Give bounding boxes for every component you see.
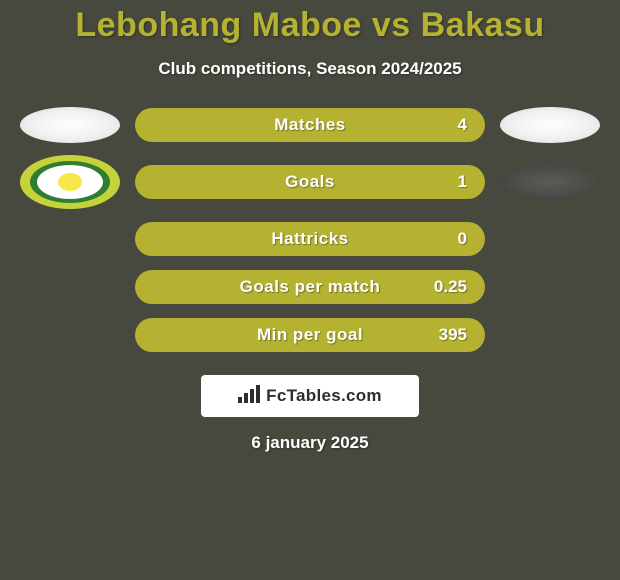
stats-row: Goals 1: [0, 155, 620, 209]
stat-value: 0: [458, 229, 467, 249]
stats-row: Matches 4: [0, 107, 620, 143]
subtitle: Club competitions, Season 2024/2025: [0, 59, 620, 79]
stats-row: Min per goal 395: [0, 317, 620, 353]
badge-spacer: [20, 317, 120, 353]
stats-row: Hattricks 0: [0, 221, 620, 257]
stat-value: 1: [458, 172, 467, 192]
stat-label: Goals: [285, 172, 335, 192]
club-badge-right: [500, 164, 600, 200]
badge-spacer: [500, 317, 600, 353]
player-badge-left: [20, 107, 120, 143]
stat-bar: Goals 1: [135, 165, 485, 199]
stat-label: Matches: [274, 115, 346, 135]
badge-spacer: [20, 221, 120, 257]
stat-bar: Hattricks 0: [135, 222, 485, 256]
stat-bar: Min per goal 395: [135, 318, 485, 352]
stat-label: Goals per match: [240, 277, 381, 297]
bar-chart-icon: [238, 385, 260, 408]
stats-row: Goals per match 0.25: [0, 269, 620, 305]
badge-spacer: [20, 269, 120, 305]
club-badge-dot: [58, 173, 82, 191]
stat-label: Hattricks: [271, 229, 348, 249]
stat-bar: Matches 4: [135, 108, 485, 142]
date-text: 6 january 2025: [0, 433, 620, 453]
club-badge-left: [20, 155, 120, 209]
stat-value: 395: [439, 325, 467, 345]
stat-value: 0.25: [434, 277, 467, 297]
comparison-title: Lebohang Maboe vs Bakasu: [0, 0, 620, 45]
stat-label: Min per goal: [257, 325, 363, 345]
badge-spacer: [500, 221, 600, 257]
brand-text: FcTables.com: [266, 386, 382, 406]
badge-spacer: [500, 269, 600, 305]
brand-box: FcTables.com: [201, 375, 419, 417]
player-badge-right: [500, 107, 600, 143]
stat-value: 4: [458, 115, 467, 135]
stats-area: Matches 4 Goals 1 Hattricks 0: [0, 107, 620, 353]
stat-bar: Goals per match 0.25: [135, 270, 485, 304]
infographic-canvas: Lebohang Maboe vs Bakasu Club competitio…: [0, 0, 620, 580]
